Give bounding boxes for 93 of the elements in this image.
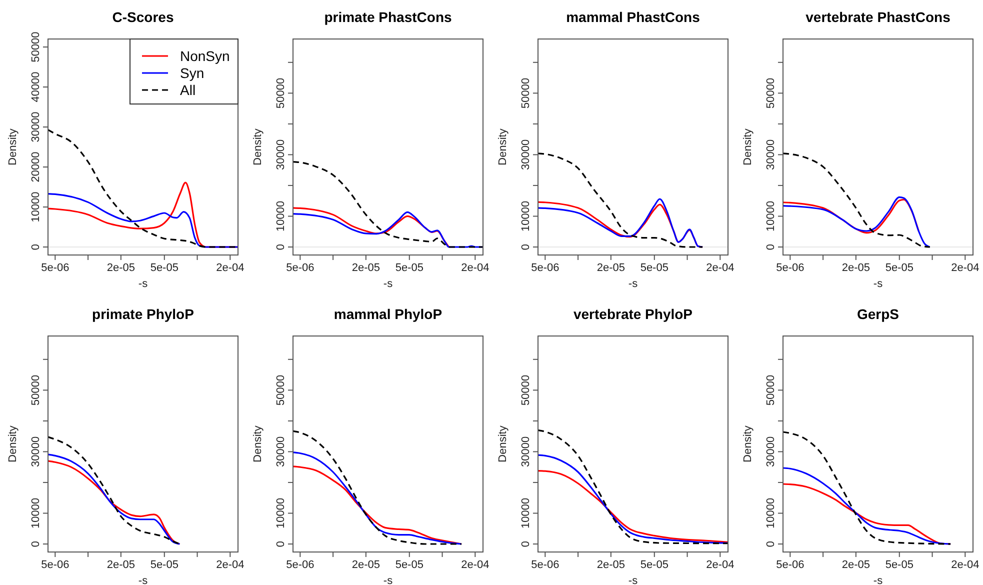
y-tick-label: 20000 xyxy=(30,152,42,182)
y-axis-title: Density xyxy=(742,128,754,166)
y-tick-label: 30000 xyxy=(30,112,42,142)
x-tick-label: 5e-05 xyxy=(150,262,178,274)
x-axis-title: -s xyxy=(138,278,148,290)
y-tick-label: 30000 xyxy=(275,436,287,467)
y-tick-label: 50000 xyxy=(30,374,42,406)
y-tick-label: 50000 xyxy=(275,78,287,108)
y-tick-label: 10000 xyxy=(765,498,777,529)
y-tick-label: 10000 xyxy=(765,200,777,232)
y-tick-label: 0 xyxy=(520,540,532,548)
y-axis-title: Density xyxy=(7,128,19,166)
x-tick-label: 5e-06 xyxy=(41,262,70,274)
x-tick-label: 2e-04 xyxy=(216,559,244,571)
x-tick-label: 2e-05 xyxy=(352,262,380,274)
y-axis-title: Density xyxy=(7,425,19,462)
x-axis-title: -s xyxy=(383,278,394,290)
x-tick-label: 2e-05 xyxy=(106,559,135,571)
y-tick-label: 0 xyxy=(765,540,777,548)
chart-title: vertebrate PhastCons xyxy=(806,9,951,25)
legend-label: Syn xyxy=(180,64,204,81)
x-axis-title: -s xyxy=(383,575,394,585)
x-tick-label: 2e-05 xyxy=(842,262,870,274)
legend-label: All xyxy=(180,82,196,98)
chart-title: primate PhyloP xyxy=(92,306,194,322)
x-tick-label: 5e-06 xyxy=(531,559,560,571)
y-tick-label: 10000 xyxy=(30,192,42,222)
x-tick-label: 5e-05 xyxy=(640,559,668,571)
x-tick-label: 2e-05 xyxy=(596,559,625,571)
x-tick-label: 2e-04 xyxy=(706,262,734,274)
y-tick-label: 50000 xyxy=(520,78,532,108)
y-tick-label: 30000 xyxy=(30,436,42,467)
x-tick-label: 5e-05 xyxy=(885,262,914,274)
x-tick-label: 5e-05 xyxy=(640,262,668,274)
x-tick-label: 2e-04 xyxy=(706,559,734,571)
y-tick-label: 30000 xyxy=(275,139,287,170)
x-tick-label: 2e-05 xyxy=(106,262,135,274)
y-tick-label: 10000 xyxy=(275,200,287,232)
y-tick-label: 0 xyxy=(520,244,532,250)
x-tick-label: 5e-05 xyxy=(885,559,914,571)
x-tick-label: 5e-06 xyxy=(776,559,804,571)
y-tick-label: 0 xyxy=(275,244,287,250)
legend-label: NonSyn xyxy=(180,48,230,64)
y-tick-label: 40000 xyxy=(30,72,42,102)
y-tick-label: 50000 xyxy=(765,374,777,406)
x-tick-label: 5e-06 xyxy=(776,262,804,274)
y-tick-label: 50000 xyxy=(765,78,777,108)
x-tick-label: 5e-05 xyxy=(150,559,178,571)
y-axis-title: Density xyxy=(252,128,264,166)
y-tick-label: 50000 xyxy=(520,374,532,406)
y-tick-label: 30000 xyxy=(765,436,777,467)
x-axis-title: -s xyxy=(873,575,884,585)
y-tick-label: 30000 xyxy=(520,436,532,467)
x-tick-label: 5e-05 xyxy=(395,262,424,274)
y-tick-label: 10000 xyxy=(30,498,42,529)
y-tick-label: 10000 xyxy=(520,498,532,529)
x-axis-title: -s xyxy=(138,575,148,585)
y-tick-label: 0 xyxy=(30,540,42,548)
y-axis-title: Density xyxy=(497,425,509,462)
y-axis-title: Density xyxy=(742,425,754,462)
x-tick-label: 2e-04 xyxy=(951,559,980,571)
x-tick-label: 5e-06 xyxy=(531,262,560,274)
x-tick-label: 5e-05 xyxy=(395,559,424,571)
chart-title: GerpS xyxy=(856,306,900,322)
chart-title: mammal PhyloP xyxy=(334,306,442,322)
x-tick-label: 5e-06 xyxy=(41,559,70,571)
chart-title: primate PhastCons xyxy=(324,9,452,25)
x-tick-label: 5e-06 xyxy=(286,559,314,571)
y-axis-title: Density xyxy=(497,128,509,166)
x-axis-title: -s xyxy=(628,278,638,290)
y-tick-label: 50000 xyxy=(275,374,287,406)
x-tick-label: 5e-06 xyxy=(286,262,314,274)
y-tick-label: 0 xyxy=(765,244,777,250)
chart-title: mammal PhastCons xyxy=(566,9,700,25)
y-tick-label: 0 xyxy=(275,540,287,548)
x-tick-label: 2e-04 xyxy=(216,262,244,274)
chart-title: vertebrate PhyloP xyxy=(573,306,693,322)
x-axis-title: -s xyxy=(628,575,638,585)
x-tick-label: 2e-04 xyxy=(461,262,490,274)
x-tick-label: 2e-05 xyxy=(596,262,625,274)
y-tick-label: 30000 xyxy=(520,139,532,170)
x-tick-label: 2e-05 xyxy=(842,559,870,571)
x-axis-title: -s xyxy=(873,278,884,290)
y-tick-label: 10000 xyxy=(275,498,287,529)
x-tick-label: 2e-04 xyxy=(951,262,980,274)
y-tick-label: 10000 xyxy=(520,200,532,232)
x-tick-label: 2e-04 xyxy=(461,559,490,571)
y-tick-label: 50000 xyxy=(30,32,42,62)
chart-title: C-Scores xyxy=(112,9,174,25)
y-tick-label: 30000 xyxy=(765,139,777,170)
y-tick-label: 0 xyxy=(30,244,42,250)
y-axis-title: Density xyxy=(252,425,264,462)
x-tick-label: 2e-05 xyxy=(352,559,380,571)
